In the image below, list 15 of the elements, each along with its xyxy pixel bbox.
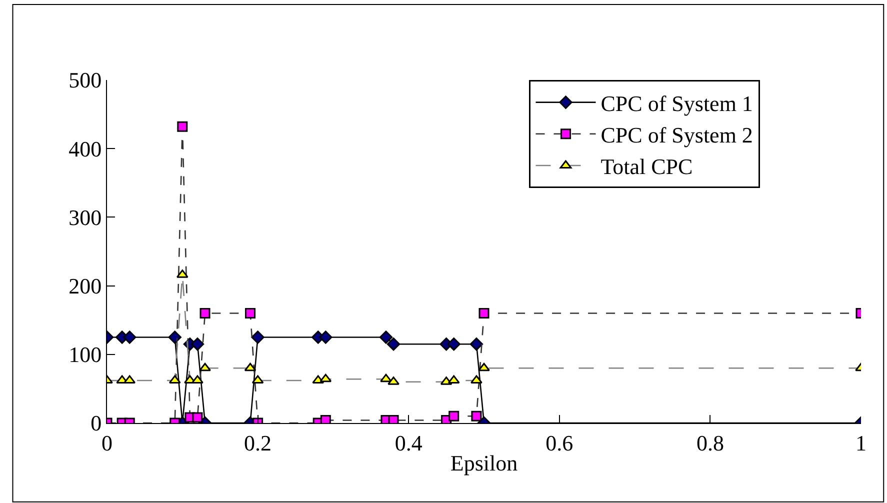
x-axis-title: Epsilon: [450, 450, 518, 476]
y-tick-label: 200: [68, 274, 102, 298]
x-tick-label: 0.2: [244, 430, 272, 456]
y-tick-label: 300: [68, 204, 102, 230]
x-tick-label: 1: [856, 430, 866, 456]
y-tick-label: 100: [68, 342, 102, 368]
legend-label: Total CPC: [600, 154, 693, 180]
x-tick-label: 0.6: [546, 430, 574, 456]
x-tick-label: 0.4: [394, 430, 422, 456]
y-tick-label: 500: [68, 68, 102, 93]
x-tick-label: 0.8: [696, 430, 724, 456]
y-tick-label: 0: [90, 410, 102, 436]
y-tick-label: 400: [68, 136, 102, 162]
legend-label: CPC of System 1: [600, 90, 753, 116]
legend-label: CPC of System 2: [600, 122, 753, 148]
